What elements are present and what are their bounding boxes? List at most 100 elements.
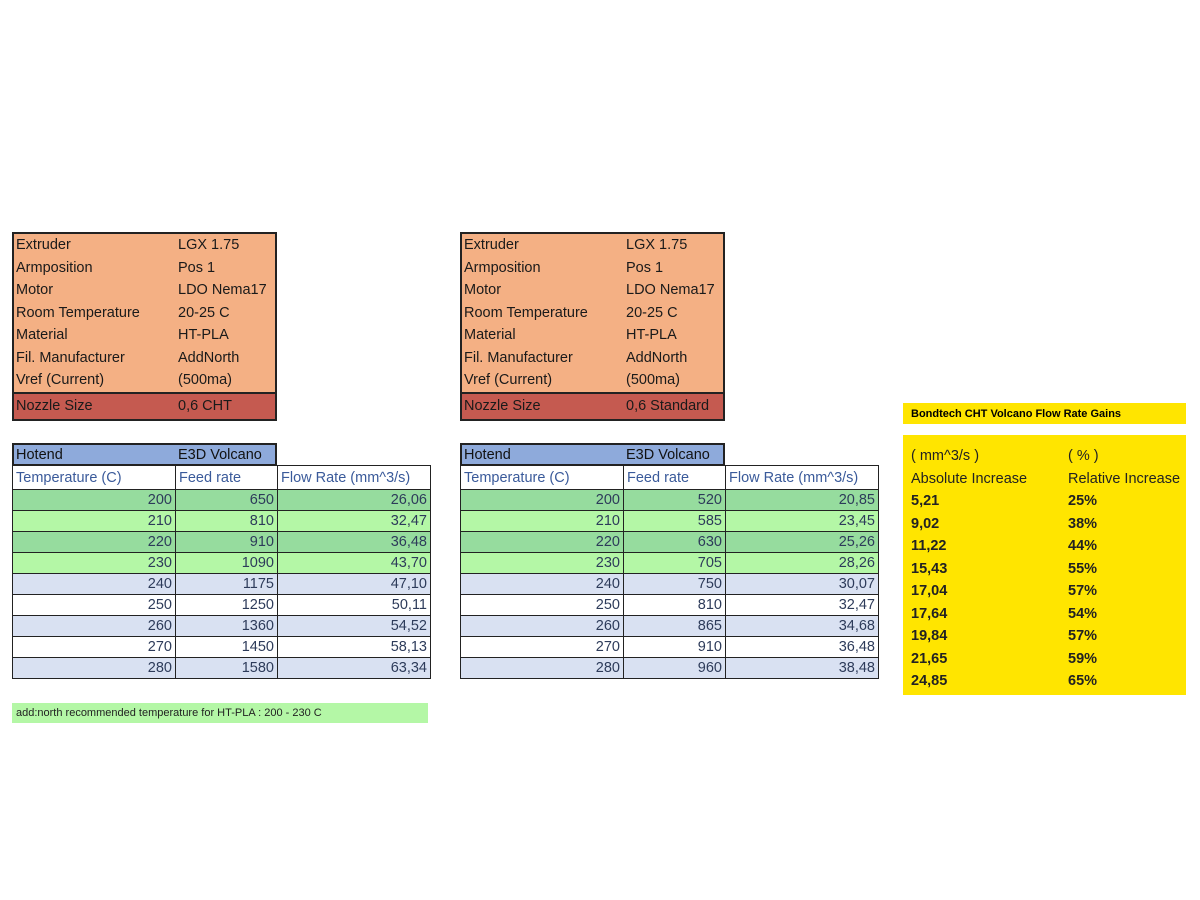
header-row: Temperature (C) Feed rate Flow Rate (mm^3/…	[12, 465, 431, 490]
relative-increase: 65%	[1068, 673, 1098, 690]
info-label: Motor	[16, 282, 54, 299]
info-label: Extruder	[16, 237, 71, 254]
table-row: 260 1360 54,52	[12, 615, 431, 637]
table-cell: 280	[460, 657, 624, 679]
info-label: Nozzle Size	[464, 398, 541, 414]
nozzle-row: Nozzle Size 0,6 Standard	[462, 391, 723, 419]
table-cell: 50,11	[277, 594, 431, 616]
info-label: Extruder	[464, 237, 519, 254]
table-cell: 260	[460, 615, 624, 637]
info-value: HT-PLA	[178, 327, 229, 344]
info-row: Material HT-PLA	[462, 324, 723, 347]
info-row: Material HT-PLA	[14, 324, 275, 347]
table-row: 240 1175 47,10	[12, 573, 431, 595]
hotend-value: E3D Volcano	[626, 446, 710, 463]
hotend-value: E3D Volcano	[178, 446, 262, 463]
info-label: Material	[16, 327, 68, 344]
table-cell: 810	[175, 510, 278, 532]
info-label: Nozzle Size	[16, 398, 93, 414]
table-row: 270 1450 58,13	[12, 636, 431, 658]
table-cell: 200	[460, 489, 624, 511]
table-cell: 260	[12, 615, 176, 637]
table-cell: 36,48	[277, 531, 431, 553]
info-value: (500ma)	[178, 372, 232, 389]
info-value: Pos 1	[178, 259, 216, 276]
absolute-increase: 21,65	[911, 650, 948, 667]
absolute-increase: 15,43	[911, 560, 948, 577]
info-row: Motor LDO Nema17	[14, 279, 275, 302]
column-header: Absolute Increase	[911, 470, 1028, 487]
absolute-increase: 19,84	[911, 628, 948, 645]
table-cell: 705	[623, 552, 726, 574]
table-cell: 270	[12, 636, 176, 658]
table-cell: 220	[460, 531, 624, 553]
table-cell: 810	[623, 594, 726, 616]
info-value: LDO Nema17	[178, 282, 267, 299]
absolute-increase: 5,21	[911, 493, 940, 510]
table-cell: 34,68	[725, 615, 879, 637]
table-cell: 32,47	[277, 510, 431, 532]
absolute-increase: 11,22	[911, 538, 947, 555]
table-cell: 960	[623, 657, 726, 679]
relative-increase: 38%	[1068, 515, 1098, 532]
hotend-row: Hotend E3D Volcano	[460, 443, 725, 466]
table-row: 270 910 36,48	[460, 636, 879, 658]
info-row: Extruder LGX 1.75	[14, 234, 275, 257]
info-value: AddNorth	[178, 349, 240, 366]
info-row: Motor LDO Nema17	[462, 279, 723, 302]
relative-increase: 44%	[1068, 538, 1098, 555]
info-label: Armposition	[464, 259, 541, 276]
table-cell: 54,52	[277, 615, 431, 637]
flow-table-1: Temperature (C) Feed rate Flow Rate (mm^3/…	[460, 465, 879, 679]
info-label: Vref (Current)	[464, 372, 553, 389]
info-value: 20-25 C	[626, 304, 678, 321]
info-value: 0,6 CHT	[178, 398, 232, 414]
info-row: Room Temperature 20-25 C	[14, 302, 275, 325]
info-label: Material	[464, 327, 516, 344]
gains-row: 24,85 65%	[911, 670, 1186, 693]
table-cell: 230	[12, 552, 176, 574]
table-cell: 210	[460, 510, 624, 532]
hotend-row: Hotend E3D Volcano	[12, 443, 277, 466]
gains-row: 15,43 55%	[911, 558, 1186, 581]
gains-title: Bondtech CHT Volcano Flow Rate Gains	[903, 403, 1186, 424]
table-row: 200 520 20,85	[460, 489, 879, 511]
relative-increase: 25%	[1068, 493, 1098, 510]
table-row: 250 1250 50,11	[12, 594, 431, 616]
table-row: 260 865 34,68	[460, 615, 879, 637]
table-cell: 250	[12, 594, 176, 616]
table-cell: 210	[12, 510, 176, 532]
info-label: Armposition	[16, 259, 93, 276]
column-header: Flow Rate (mm^3/s)	[725, 465, 879, 490]
table-cell: 58,13	[277, 636, 431, 658]
table-row: 280 960 38,48	[460, 657, 879, 679]
column-header: Flow Rate (mm^3/s)	[277, 465, 431, 490]
table-cell: 650	[175, 489, 278, 511]
table-cell: 910	[175, 531, 278, 553]
table-cell: 28,26	[725, 552, 879, 574]
relative-increase: 57%	[1068, 583, 1098, 600]
info-label: Fil. Manufacturer	[16, 349, 125, 366]
column-header: Feed rate	[175, 465, 278, 490]
info-label: Vref (Current)	[16, 372, 105, 389]
table-row: 220 910 36,48	[12, 531, 431, 553]
gains-row: 17,04 57%	[911, 580, 1186, 603]
info-row: Fil. Manufacturer AddNorth	[462, 347, 723, 370]
column-header: Relative Increase	[1068, 470, 1181, 487]
table-row: 250 810 32,47	[460, 594, 879, 616]
table-cell: 47,10	[277, 573, 431, 595]
header-row: Temperature (C) Feed rate Flow Rate (mm^3/…	[460, 465, 879, 490]
table-cell: 1175	[175, 573, 278, 595]
relative-increase: 55%	[1068, 560, 1098, 577]
flow-table-0: Temperature (C) Feed rate Flow Rate (mm^3/…	[12, 465, 431, 679]
table-row: 210 810 32,47	[12, 510, 431, 532]
table-cell: 25,26	[725, 531, 879, 553]
table-row: 230 1090 43,70	[12, 552, 431, 574]
info-value: AddNorth	[626, 349, 688, 366]
units-row: ( mm^3/s ) ( % )	[911, 445, 1186, 468]
table-cell: 240	[12, 573, 176, 595]
info-row: Armposition Pos 1	[462, 257, 723, 280]
table-row: 280 1580 63,34	[12, 657, 431, 679]
table-cell: 38,48	[725, 657, 879, 679]
table-row: 210 585 23,45	[460, 510, 879, 532]
